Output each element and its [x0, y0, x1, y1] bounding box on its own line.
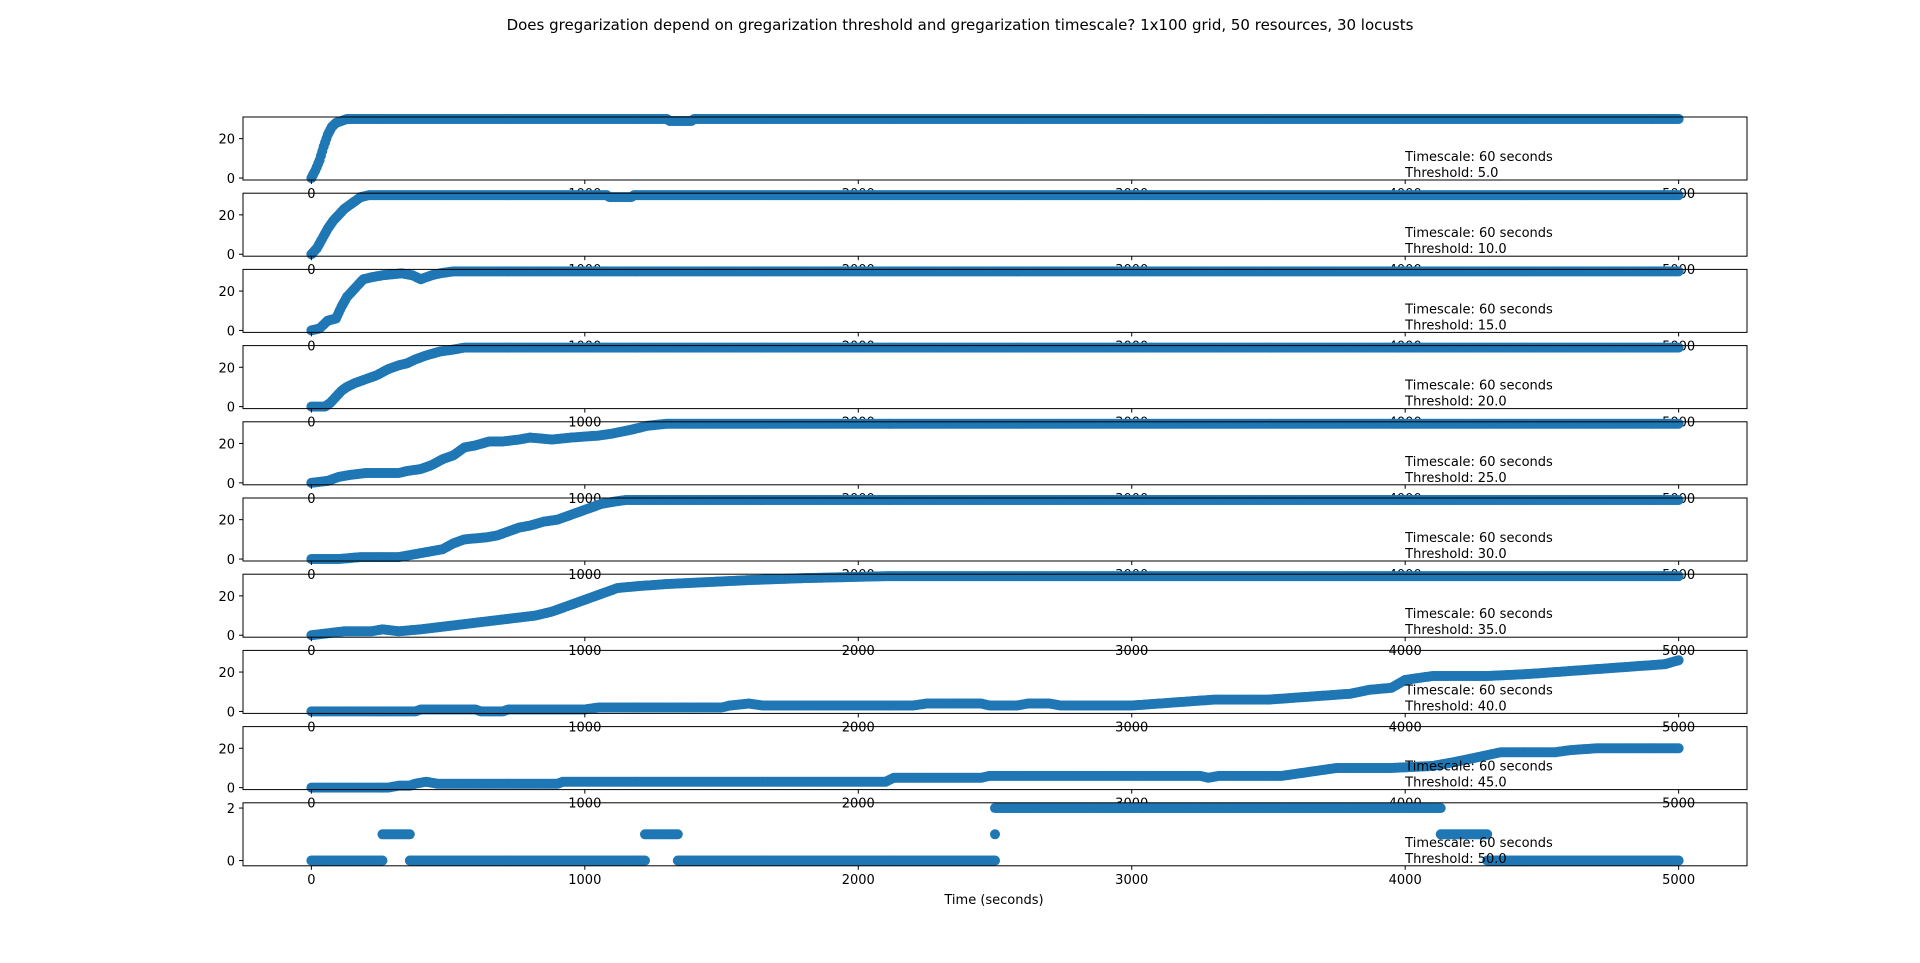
axes-frame: [242, 116, 1748, 181]
y-tick-label: 20: [218, 285, 235, 300]
axes-frame: [242, 421, 1748, 486]
x-tick-label: 0: [307, 187, 315, 202]
x-tick-label: 1000: [568, 416, 601, 431]
y-tick-label: 20: [218, 133, 235, 148]
data-point: [1673, 342, 1684, 353]
y-tick-label: 0: [227, 324, 235, 339]
series-markers: [306, 113, 1684, 184]
y-tick-label: 20: [218, 361, 235, 376]
data-point: [1673, 113, 1684, 124]
y-tick-label: 20: [218, 437, 235, 452]
data-point: [1673, 266, 1684, 277]
subplot-annotation: Threshold: 20.0: [1404, 395, 1507, 410]
x-tick-label: 0: [307, 492, 315, 507]
subplot-annotation: Threshold: 15.0: [1404, 318, 1507, 333]
y-tick-label: 0: [227, 477, 235, 492]
y-tick-label: 20: [218, 209, 235, 224]
y-tick-label: 0: [227, 172, 235, 187]
y-tick-label: 0: [227, 401, 235, 416]
series-markers: [306, 190, 1684, 260]
data-point: [1673, 418, 1684, 429]
subplot-annotation: Timescale: 60 seconds: [1404, 226, 1553, 241]
data-point: [1673, 190, 1684, 201]
y-tick-label: 0: [227, 248, 235, 263]
subplot-annotation: Timescale: 60 seconds: [1404, 150, 1553, 165]
x-tick-label: 0: [307, 416, 315, 431]
subplot-annotation: Timescale: 60 seconds: [1404, 379, 1553, 394]
x-tick-label: 0: [307, 339, 315, 354]
subplot-annotation: Threshold: 10.0: [1404, 242, 1507, 257]
subplot-annotation: Timescale: 60 seconds: [1404, 302, 1553, 317]
figure-title: Does gregarization depend on gregarizati…: [507, 16, 1414, 34]
x-tick-label: 0: [307, 263, 315, 278]
subplot-annotation: Threshold: 25.0: [1404, 471, 1507, 486]
axes-frame: [242, 268, 1748, 333]
axes-frame: [242, 345, 1748, 410]
axes-frame: [242, 192, 1748, 257]
subplot-annotation: Timescale: 60 seconds: [1404, 455, 1553, 470]
subplot-annotation: Threshold: 5.0: [1404, 166, 1498, 181]
